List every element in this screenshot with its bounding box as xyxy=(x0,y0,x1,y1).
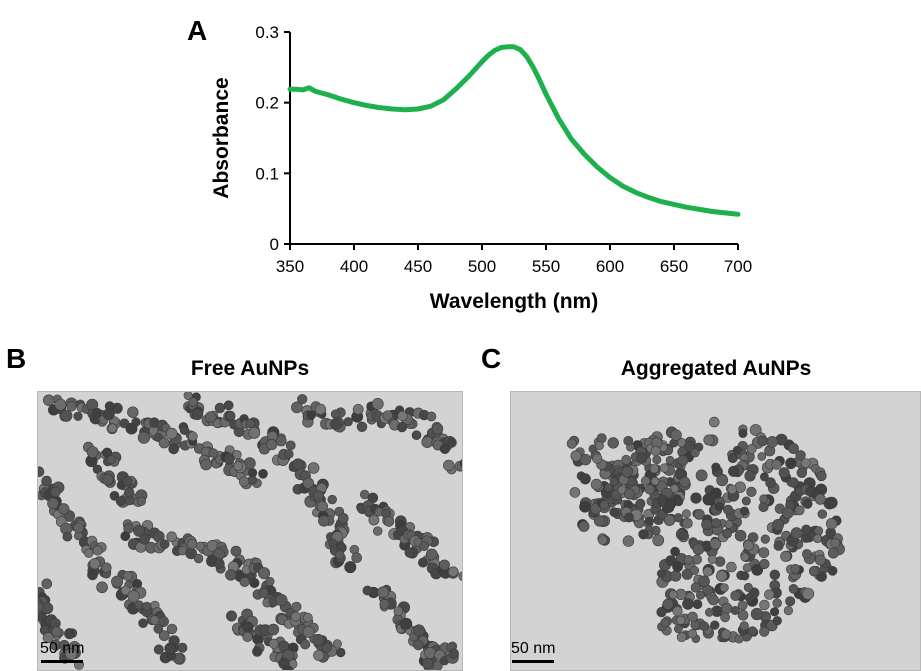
panel-c-letter: C xyxy=(481,343,502,374)
x-tick-label: 550 xyxy=(532,257,560,276)
panel-c-scale-label: 50 nm xyxy=(511,640,556,657)
panel-c-scale-bar xyxy=(512,660,554,663)
x-tick-label: 450 xyxy=(404,257,432,276)
chart-axes xyxy=(289,32,738,245)
panel-b-title: Free AuNPs xyxy=(190,357,310,380)
absorbance-chart: 350 400 450 500 550 600 650 700 0 0.1 0.2 0.3 Wavel… xyxy=(210,23,752,313)
x-axis-label: Wavelength (nm) xyxy=(430,290,598,313)
panel-b-scale-bar xyxy=(41,660,83,663)
panel-c-title: Aggregated AuNPs xyxy=(620,357,812,380)
x-tick-label: 400 xyxy=(340,257,368,276)
free-aunps-tem-image xyxy=(37,391,463,671)
x-tick-label: 700 xyxy=(724,257,752,276)
panel-b-letter: B xyxy=(6,343,27,374)
x-tick-label: 650 xyxy=(660,257,688,276)
aggregated-aunps-tem-image xyxy=(510,391,921,671)
chart-axis-labels: Wavelength (nm) Absorbance xyxy=(210,77,598,313)
x-tick-label: 600 xyxy=(596,257,624,276)
absorbance-series-line xyxy=(287,44,741,217)
y-tick-label: 0.2 xyxy=(255,94,279,113)
chart-series xyxy=(287,44,741,217)
x-tick-label: 500 xyxy=(468,257,496,276)
y-tick-label: 0.3 xyxy=(255,23,279,42)
y-tick-label: 0.1 xyxy=(255,164,279,183)
panel-b-scale-label: 50 nm xyxy=(40,640,85,657)
chart-ticks: 350 400 450 500 550 600 650 700 0 0.1 0.2 0.3 xyxy=(255,23,752,276)
x-tick-label: 350 xyxy=(276,257,304,276)
y-tick-label: 0 xyxy=(270,235,279,254)
y-axis-label: Absorbance xyxy=(210,77,233,198)
panel-a-letter: A xyxy=(187,15,208,46)
